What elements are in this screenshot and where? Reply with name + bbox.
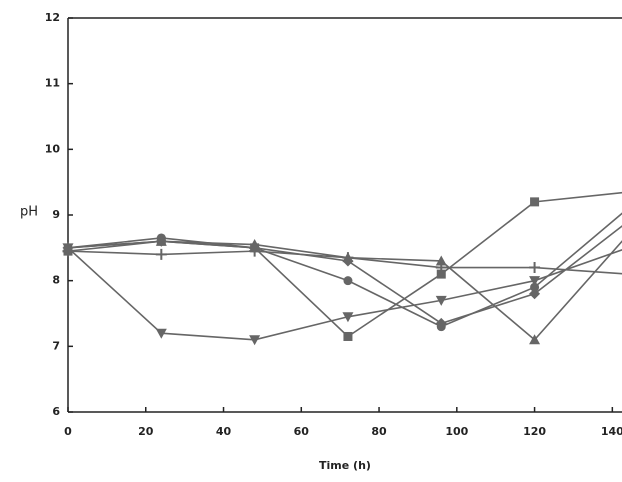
x-tick-label: 20: [138, 425, 154, 438]
marker: [155, 235, 167, 247]
x-tick-label: 0: [64, 425, 72, 438]
marker: [436, 269, 446, 279]
y-tick-label: 11: [45, 77, 60, 90]
x-axis-label: Time (h): [319, 459, 371, 472]
marker: [530, 197, 540, 207]
marker: [529, 262, 541, 274]
y-axis-label: pH: [20, 205, 38, 220]
marker: [342, 255, 354, 267]
marker: [435, 262, 447, 274]
x-tick-label: 40: [216, 425, 232, 438]
y-tick-label: 6: [52, 405, 60, 418]
x-tick-label: 100: [445, 425, 468, 438]
marker: [529, 334, 541, 345]
marker: [62, 242, 74, 254]
marker: [529, 276, 541, 287]
marker: [343, 276, 353, 286]
marker: [435, 295, 447, 306]
x-tick-label: 80: [371, 425, 387, 438]
series-line: [67, 225, 622, 325]
y-tick-label: 12: [45, 11, 60, 24]
marker: [343, 331, 353, 341]
plot-area: [62, 191, 622, 346]
marker: [342, 312, 354, 323]
y-tick-label: 9: [52, 208, 60, 221]
x-tick-label: 140: [601, 425, 622, 438]
x-tick-label: 120: [523, 425, 546, 438]
y-tick-label: 10: [45, 142, 61, 155]
marker: [155, 328, 167, 339]
marker: [249, 335, 261, 346]
x-tick-label: 60: [294, 425, 310, 438]
marker: [435, 255, 447, 266]
marker: [249, 242, 261, 254]
marker: [529, 288, 541, 300]
marker: [155, 248, 167, 260]
y-tick-label: 7: [52, 339, 60, 352]
marker: [530, 282, 540, 292]
y-tick-label: 8: [52, 274, 60, 287]
marker: [435, 317, 447, 329]
